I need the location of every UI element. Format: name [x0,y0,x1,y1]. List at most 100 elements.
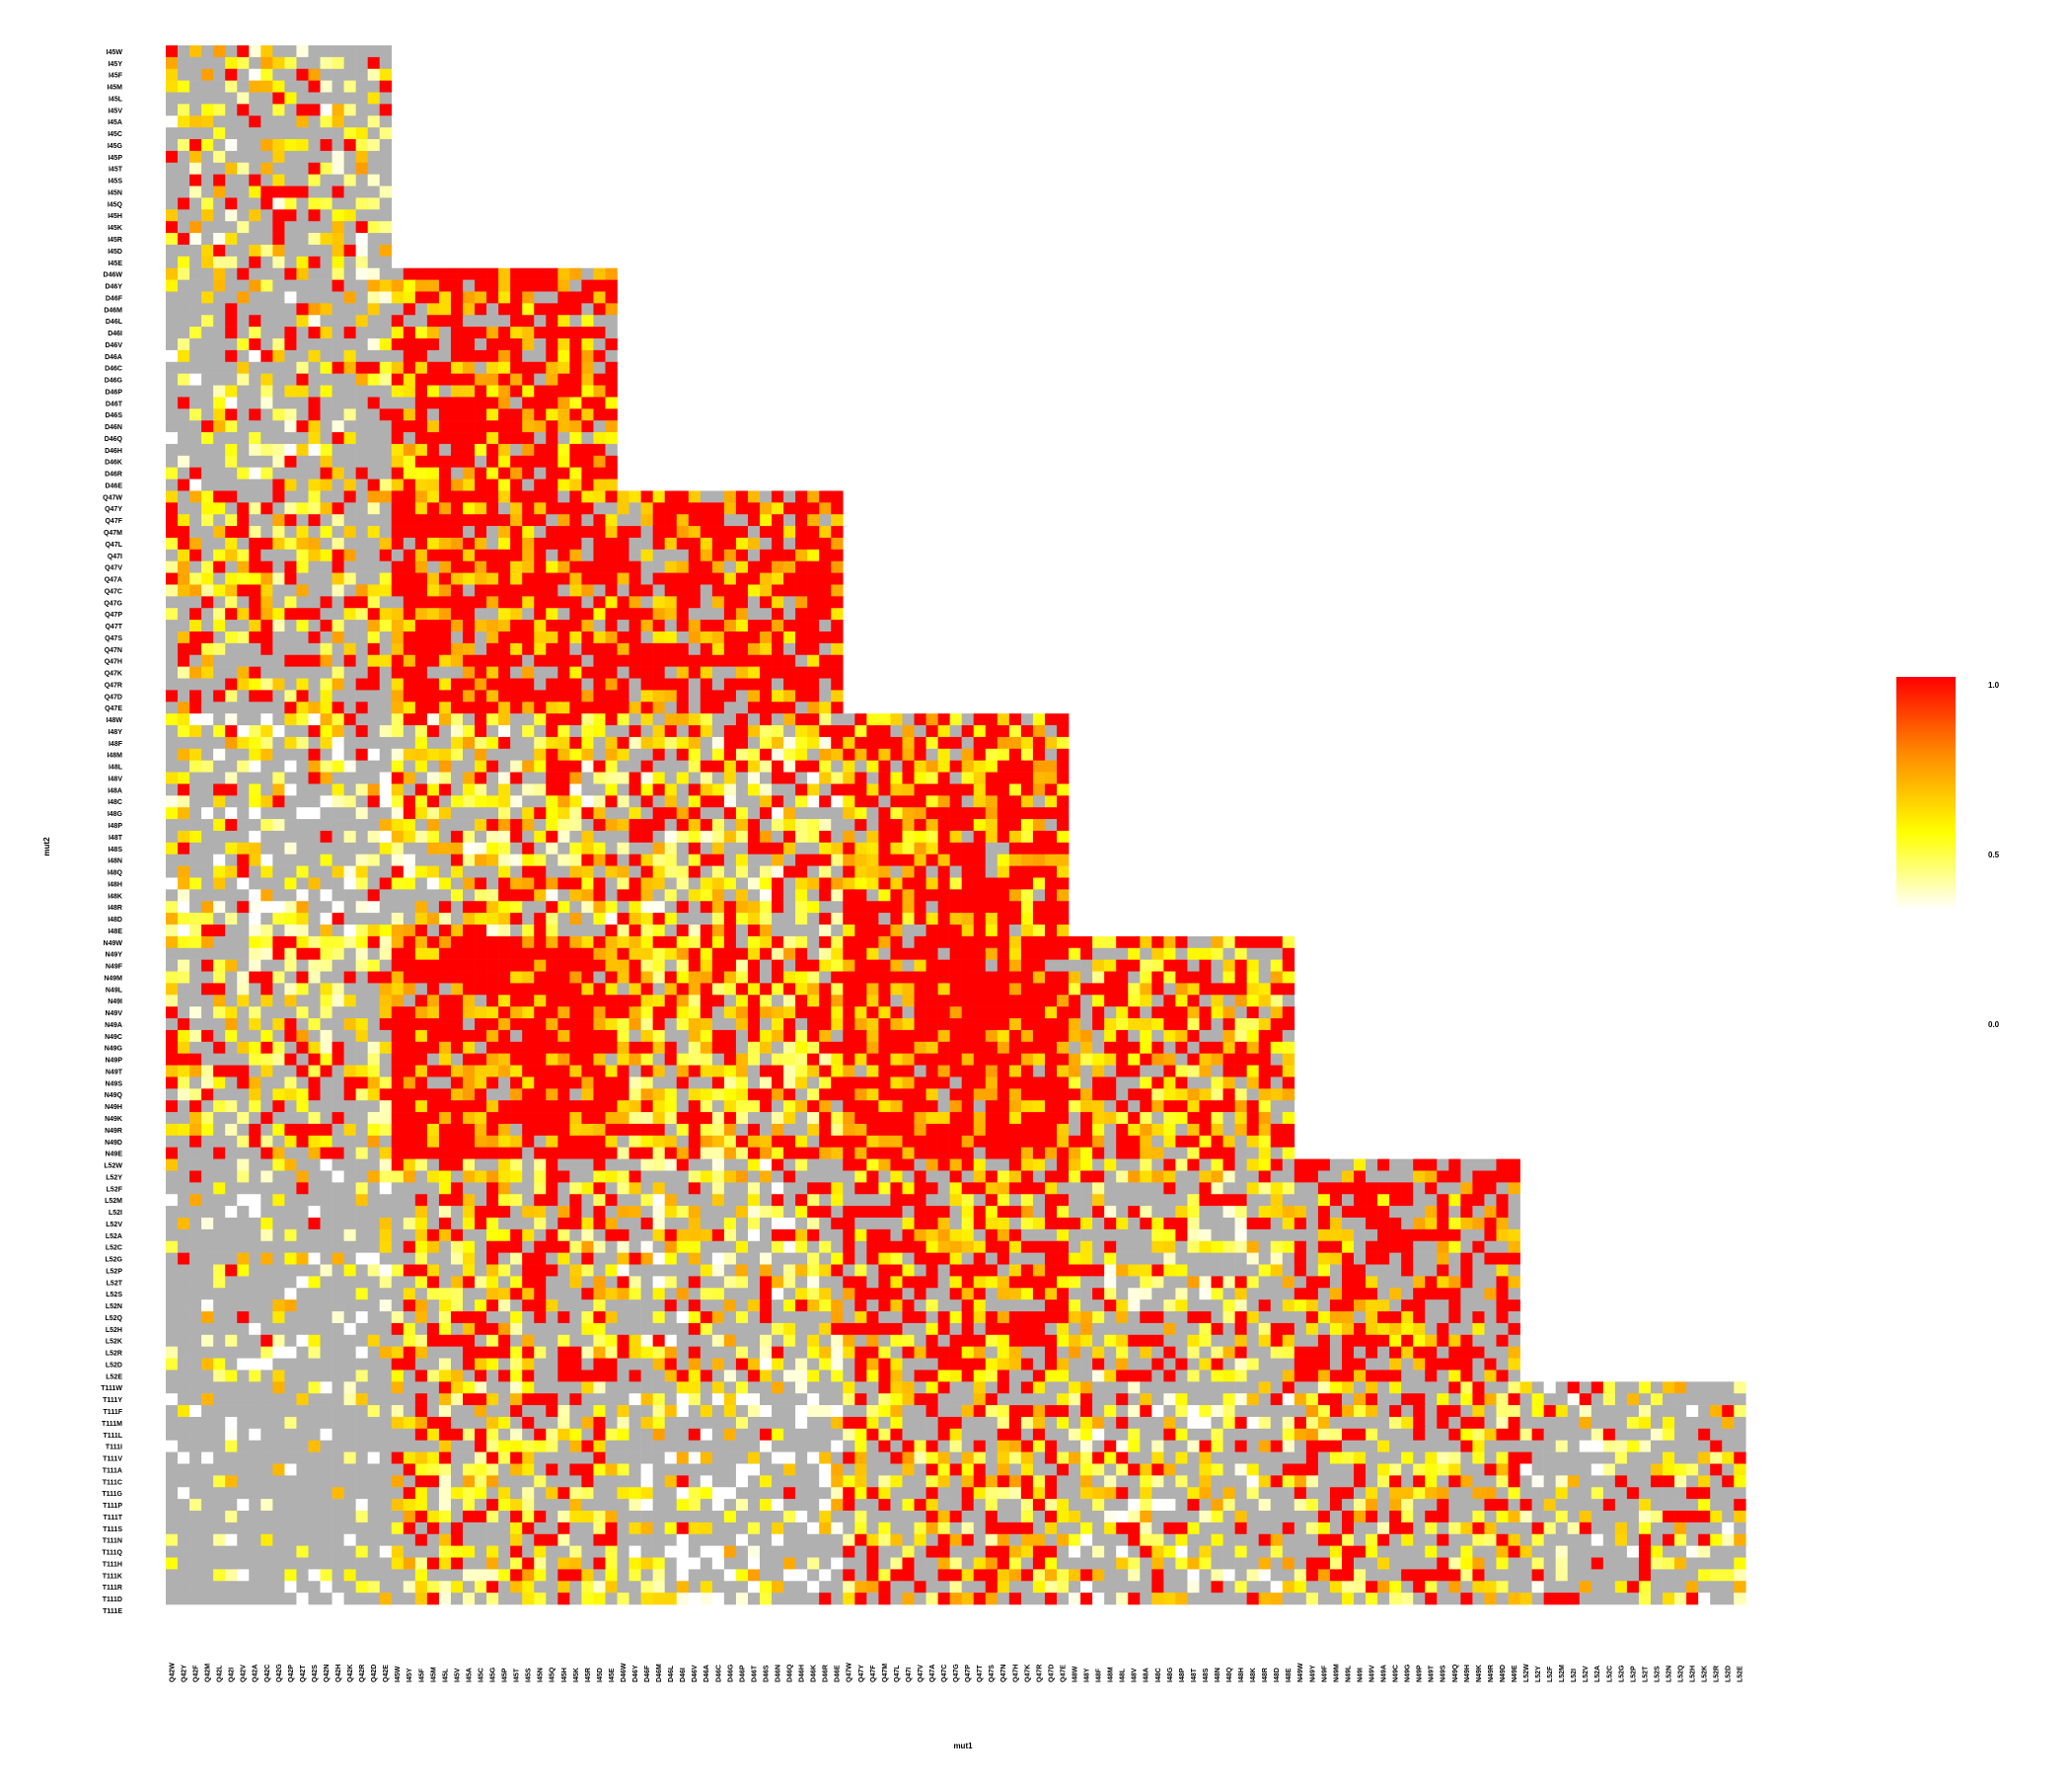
heatmap-cell [581,654,594,667]
heatmap-cell [1199,1076,1212,1089]
heatmap-cell [1187,995,1200,1007]
heatmap-cell [343,830,356,844]
heatmap-cell [866,760,879,773]
heatmap-cell [735,736,749,750]
heatmap-cell [593,1076,606,1089]
heatmap-cell [403,877,416,890]
heatmap-cell [711,713,725,726]
heatmap-cell [296,596,309,609]
heatmap-cell [403,279,416,292]
heatmap-cell [450,560,464,573]
heatmap-cell [426,267,440,280]
heatmap-cell [902,819,915,832]
heatmap-cell [343,349,356,363]
heatmap-cell [201,1006,214,1019]
heatmap-cell [688,1053,702,1066]
heatmap-cell [534,877,547,890]
heatmap-cell [343,690,356,703]
heatmap-cell [676,1018,690,1031]
heatmap-cell [355,549,368,562]
heatmap-cell [1258,1029,1272,1043]
heatmap-cell [640,1100,653,1113]
heatmap-cell [617,620,629,632]
heatmap-cell [1175,1029,1188,1043]
heatmap-cell [795,678,808,691]
heatmap-cell [676,690,690,703]
heatmap-cell [735,1006,749,1019]
heatmap-cell [937,959,950,972]
heatmap-cell [166,420,179,433]
heatmap-cell [747,642,761,656]
heatmap-cell [510,1100,523,1113]
heatmap-cell [629,560,641,573]
heatmap-cell [201,408,214,421]
heatmap-cell [296,760,309,773]
heatmap-cell [308,1088,321,1101]
heatmap-cell [213,901,226,914]
heatmap-cell [249,127,261,140]
heatmap-cell [166,795,179,808]
heatmap-cell [178,889,190,902]
heatmap-cell [1116,995,1129,1007]
heatmap-cell [878,901,891,914]
heatmap-cell [284,783,297,796]
heatmap-cell [534,819,547,832]
heatmap-cell [772,935,784,949]
heatmap-cell [985,1006,999,1019]
heatmap-cell [605,666,618,679]
heatmap-cell [249,256,261,269]
heatmap-cell [783,947,796,960]
heatmap-cell [332,760,344,773]
heatmap-cell [284,385,297,398]
heatmap-cell [414,913,428,926]
heatmap-cell [272,865,285,878]
heatmap-cell [379,620,393,632]
heatmap-cell [178,338,190,351]
heatmap-cell [355,1065,368,1077]
heatmap-cell [189,819,202,832]
heatmap-cell [272,925,285,937]
heatmap-cell [475,537,487,551]
heatmap-cell [272,467,285,480]
heatmap-cell [569,560,582,573]
heatmap-cell [272,608,285,621]
heatmap-cell [438,373,452,386]
heatmap-cell [475,397,487,409]
heatmap-cell [569,772,582,784]
heatmap-cell [510,608,523,621]
heatmap-cell [534,772,547,784]
heatmap-cell [213,267,226,280]
heatmap-cell [581,315,594,328]
heatmap-cell [189,349,202,363]
heatmap-cell [260,654,273,667]
heatmap-cell [320,1053,333,1066]
heatmap-cell [569,736,582,750]
heatmap-cell [569,666,582,679]
heatmap-cell [1246,983,1259,996]
heatmap-cell [201,490,214,503]
heatmap-cell [807,1053,820,1066]
heatmap-cell [760,690,773,703]
heatmap-cell [414,631,428,644]
heatmap-cell [795,502,808,515]
heatmap-cell [403,842,416,855]
heatmap-cell [593,514,606,527]
heatmap-cell [640,631,653,644]
heatmap-cell [688,1076,702,1089]
heatmap-cell [237,455,250,468]
heatmap-cell [355,139,368,152]
heatmap-cell [937,830,950,844]
heatmap-cell [225,572,238,585]
heatmap-cell [961,901,975,914]
heatmap-cell [320,925,333,937]
heatmap-cell [379,549,393,562]
heatmap-cell [166,443,179,457]
heatmap-cell [1008,1065,1022,1077]
heatmap-cell [617,783,629,796]
heatmap-cell [296,983,309,996]
heatmap-cell [605,1006,618,1019]
heatmap-cell [640,783,653,796]
heatmap-cell [463,631,476,644]
heatmap-cell [522,526,535,539]
heatmap-cell [925,748,938,761]
